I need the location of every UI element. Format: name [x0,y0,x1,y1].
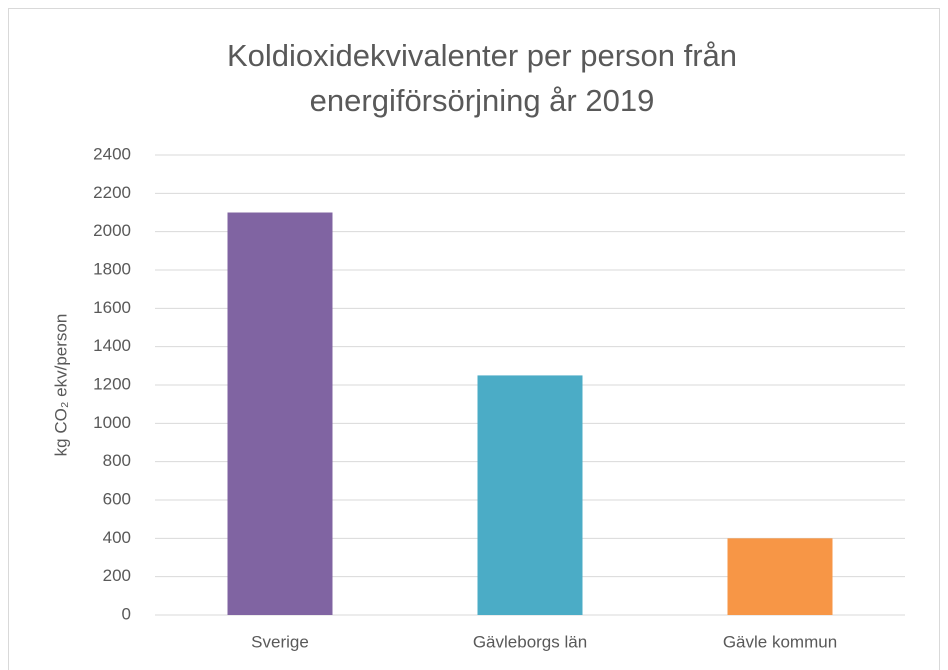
x-tick-label: Gävle kommun [723,632,837,651]
y-tick-label: 2200 [93,183,131,202]
x-tick-label: Gävleborgs län [473,632,587,651]
bar [227,212,333,615]
y-tick-label: 600 [103,489,131,508]
bar [727,538,833,615]
y-tick-label: 1800 [93,259,131,278]
y-tick-label: 200 [103,566,131,585]
y-tick-label: 0 [122,604,131,623]
y-tick-label: 1000 [93,413,131,432]
y-tick-label: 1400 [93,336,131,355]
y-tick-label: 2000 [93,221,131,240]
y-tick-label: 1200 [93,374,131,393]
y-tick-label: 800 [103,451,131,470]
chart-title: energiförsörjning år 2019 [310,83,655,118]
bar [477,375,583,615]
x-tick-label: Sverige [251,632,309,651]
y-tick-label: 1600 [93,298,131,317]
y-axis-label: kg CO₂ ekv/person [51,314,70,457]
chart-title: Koldioxidekvivalenter per person från [227,38,737,73]
y-tick-label: 400 [103,528,131,547]
y-tick-label: 2400 [93,144,131,163]
